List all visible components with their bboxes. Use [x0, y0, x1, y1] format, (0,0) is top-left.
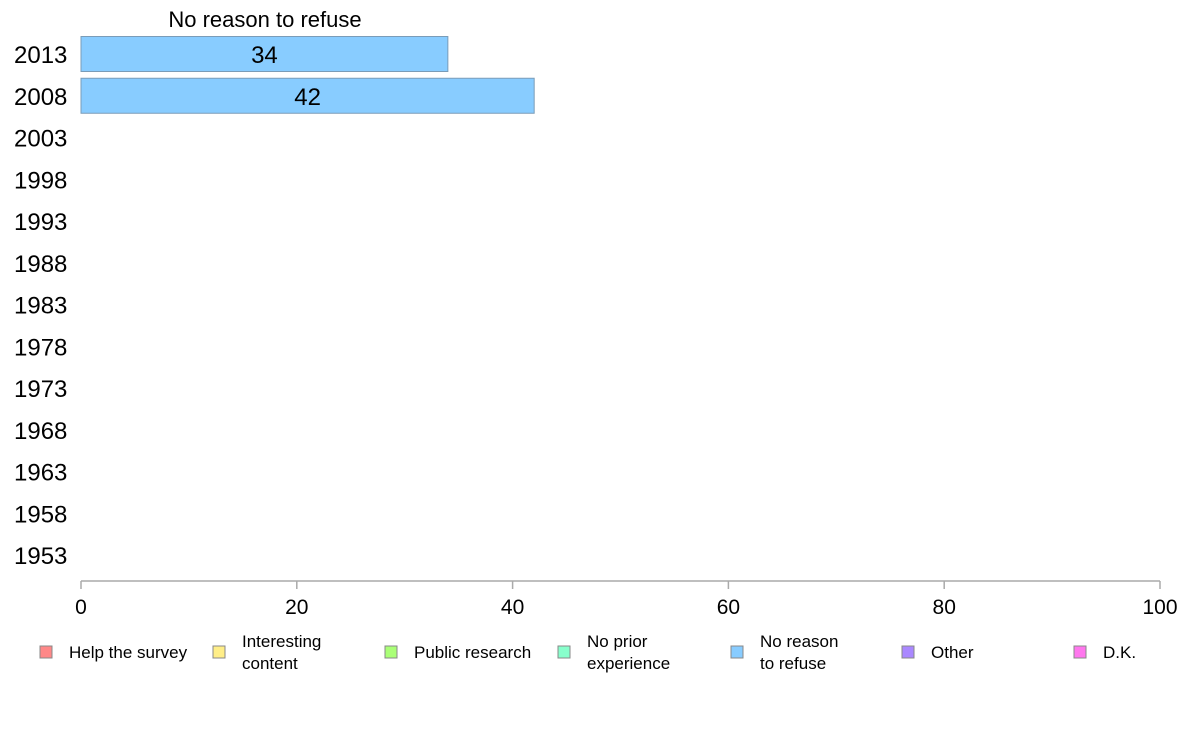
y-tick-label: 2003: [14, 126, 67, 153]
x-tick-label: 80: [933, 596, 956, 619]
x-tick-label: 20: [285, 596, 308, 619]
bar-value-label: 42: [294, 84, 321, 111]
bar: [80, 36, 449, 72]
y-tick-label: 1993: [14, 209, 67, 236]
legend-label: No reason: [760, 632, 838, 651]
y-tick-label: 2013: [14, 42, 67, 69]
legend-swatch: [1073, 645, 1087, 659]
legend-label: experience: [587, 654, 670, 673]
legend-entry: Interesting content: [212, 632, 321, 673]
y-tick-label: 1968: [14, 418, 67, 445]
y-axis-labels: 2013 2008 2003 1998 1993 1988 1983 1978 1973 1968…: [14, 42, 67, 570]
y-tick-label: 2008: [14, 84, 67, 111]
legend-label: Interesting: [242, 632, 321, 651]
bar: [80, 77, 535, 114]
y-tick-label: 1958: [14, 501, 67, 528]
x-tick-label: 0: [75, 596, 87, 619]
legend-label: D.K.: [1103, 643, 1136, 662]
legend-label: to refuse: [760, 654, 826, 673]
legend-swatch: [212, 645, 226, 659]
x-tick-label: 40: [501, 596, 524, 619]
y-tick-label: 1983: [14, 293, 67, 320]
bars: 34 42: [80, 36, 535, 114]
x-axis: 0 20 40 60 80 100: [75, 580, 1178, 619]
x-tick-label: 60: [717, 596, 740, 619]
y-tick-label: 1963: [14, 460, 67, 487]
legend-entry: No reason to refuse: [730, 632, 838, 673]
legend-swatch: [730, 645, 744, 659]
legend-label: content: [242, 654, 298, 673]
y-tick-label: 1973: [14, 376, 67, 403]
legend-entry: D.K.: [1073, 643, 1136, 662]
legend-entry: No prior experience: [557, 632, 670, 673]
legend-swatch: [557, 645, 571, 659]
x-tick-label: 100: [1142, 596, 1177, 619]
legend-swatch: [384, 645, 398, 659]
y-tick-label: 1998: [14, 167, 67, 194]
y-tick-label: 1953: [14, 543, 67, 570]
legend-label: Other: [931, 643, 974, 662]
legend-label: Public research: [414, 643, 531, 662]
y-tick-label: 1978: [14, 334, 67, 361]
bar-value-label: 34: [251, 42, 278, 69]
legend-entry: Public research: [384, 643, 531, 662]
chart-title: No reason to refuse: [168, 7, 361, 32]
legend-swatch: [39, 645, 53, 659]
legend-label: No prior: [587, 632, 648, 651]
legend-entry: Other: [901, 643, 974, 662]
legend: Help the survey Interesting content Public …: [39, 632, 1136, 673]
legend-entry: Help the survey: [39, 643, 188, 662]
y-tick-label: 1988: [14, 251, 67, 278]
legend-swatch: [901, 645, 915, 659]
legend-label: Help the survey: [69, 643, 188, 662]
